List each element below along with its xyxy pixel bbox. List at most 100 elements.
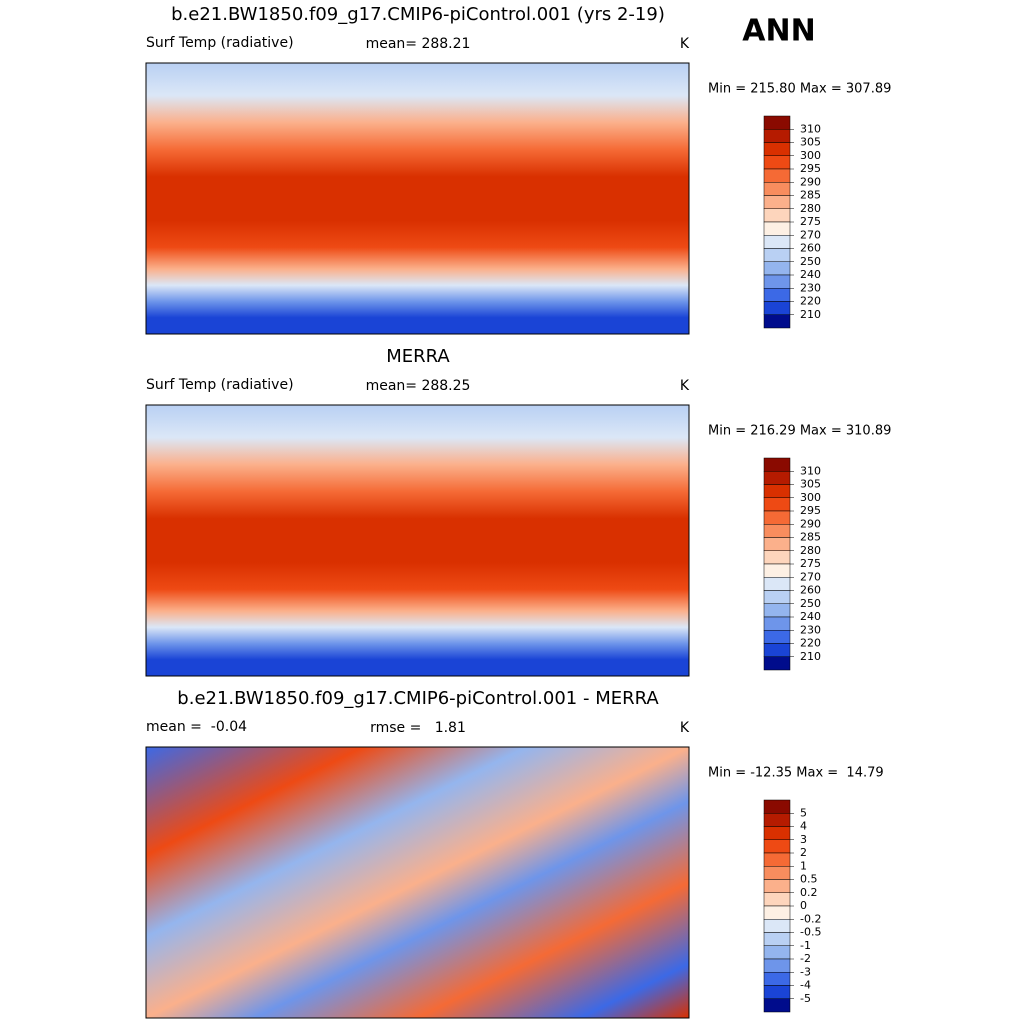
colorbar-label: -4 — [800, 979, 811, 992]
colorbar-label: 300 — [800, 149, 821, 162]
colorbar-box — [763, 945, 791, 960]
colorbar-label: 270 — [800, 570, 821, 583]
colorbar-box — [763, 577, 791, 591]
colorbar-box — [763, 656, 791, 671]
colorbar-label: -1 — [800, 939, 811, 952]
colorbar-label: 1 — [800, 859, 807, 872]
map — [145, 746, 690, 1019]
colorbar-box — [763, 510, 791, 525]
colorbar-label: 295 — [800, 162, 821, 175]
colorbar-label: 285 — [800, 189, 821, 202]
units-label: K — [680, 378, 690, 394]
colorbar-box — [763, 985, 791, 999]
colorbar-label: 290 — [800, 175, 821, 188]
colorbar-label: 3 — [800, 833, 807, 846]
colorbar-label: 280 — [800, 202, 821, 215]
colorbar-box — [763, 182, 791, 196]
colorbar-label: 0.2 — [800, 886, 818, 899]
left-label: mean = -0.04 — [146, 719, 247, 735]
colorbar-label: 250 — [800, 597, 821, 610]
left-label: Surf Temp (radiative) — [146, 377, 294, 393]
panel-title: b.e21.BW1850.f09_g17.CMIP6-piControl.001… — [177, 688, 659, 709]
colorbar-box — [763, 590, 791, 604]
colorbar-box — [763, 248, 791, 262]
colorbar-label: 210 — [800, 308, 821, 321]
colorbar-label: 2 — [800, 846, 807, 859]
colorbar-box — [763, 972, 791, 986]
colorbar-box — [763, 892, 791, 907]
colorbar-label: 260 — [800, 584, 821, 597]
colorbar-box — [763, 208, 791, 223]
colorbar-label: 230 — [800, 623, 821, 636]
colorbar-label: 5 — [800, 806, 807, 819]
colorbar-label: 300 — [800, 491, 821, 504]
panel-title: MERRA — [386, 346, 450, 367]
center-label: mean= 288.21 — [366, 36, 471, 52]
colorbar-label: 280 — [800, 544, 821, 557]
colorbar-box — [763, 221, 791, 236]
colorbar-box — [763, 314, 791, 329]
colorbar-label: 275 — [800, 557, 821, 570]
colorbar-label: 220 — [800, 295, 821, 308]
colorbar-box — [763, 905, 791, 920]
colorbar-box — [763, 603, 791, 618]
colorbar-box — [763, 497, 791, 512]
colorbar-box — [763, 484, 791, 498]
colorbar-label: 310 — [800, 464, 821, 477]
min-max: Min = 215.80 Max = 307.89 — [708, 82, 891, 97]
colorbar-box — [763, 129, 791, 143]
colorbar-box — [763, 932, 791, 946]
colorbar-box — [763, 998, 791, 1013]
colorbar-label: 240 — [800, 268, 821, 281]
colorbar-label: -0.5 — [800, 926, 821, 939]
colorbar-label: 270 — [800, 228, 821, 241]
colorbar-box — [763, 115, 791, 130]
units-label: K — [680, 720, 690, 736]
center-label: mean= 288.25 — [366, 378, 471, 394]
colorbar-label: 305 — [800, 136, 821, 149]
colorbar-label: 275 — [800, 215, 821, 228]
colorbar-box — [763, 643, 791, 657]
colorbar-label: 230 — [800, 281, 821, 294]
colorbar-box — [763, 155, 791, 170]
center-label: rmse = 1.81 — [370, 720, 466, 736]
colorbar-box — [763, 195, 791, 209]
colorbar-box — [763, 550, 791, 565]
colorbar-label: -3 — [800, 965, 811, 978]
colorbar-box — [763, 142, 791, 156]
units-label: K — [680, 36, 690, 52]
colorbar-box — [763, 879, 791, 893]
colorbar-label: -0.2 — [800, 912, 821, 925]
colorbar-box — [763, 261, 791, 276]
colorbar-label: -2 — [800, 952, 811, 965]
colorbar-box — [763, 866, 791, 880]
colorbar-box — [763, 799, 791, 814]
panel-title: b.e21.BW1850.f09_g17.CMIP6-piControl.001… — [171, 4, 665, 25]
colorbar-label: 290 — [800, 517, 821, 530]
colorbar-box — [763, 524, 791, 538]
colorbar-box — [763, 471, 791, 485]
map — [145, 404, 690, 677]
colorbar-label: 305 — [800, 478, 821, 491]
colorbar-label: 220 — [800, 637, 821, 650]
min-max: Min = -12.35 Max = 14.79 — [708, 766, 884, 781]
colorbar-box — [763, 274, 791, 289]
colorbar-label: 0 — [800, 899, 807, 912]
colorbar-box — [763, 630, 791, 644]
colorbar-box — [763, 563, 791, 578]
colorbar-label: 240 — [800, 610, 821, 623]
colorbar-box — [763, 958, 791, 973]
colorbar-box — [763, 301, 791, 315]
colorbar-box — [763, 168, 791, 183]
colorbar-label: 210 — [800, 650, 821, 663]
colorbar-box — [763, 457, 791, 472]
colorbar-box — [763, 839, 791, 854]
colorbar-box — [763, 826, 791, 840]
colorbar-label: 0.5 — [800, 873, 818, 886]
colorbar-box — [763, 813, 791, 827]
figure-label: ANN — [742, 14, 815, 49]
colorbar-box — [763, 919, 791, 933]
colorbar-label: 310 — [800, 122, 821, 135]
map — [145, 62, 690, 335]
